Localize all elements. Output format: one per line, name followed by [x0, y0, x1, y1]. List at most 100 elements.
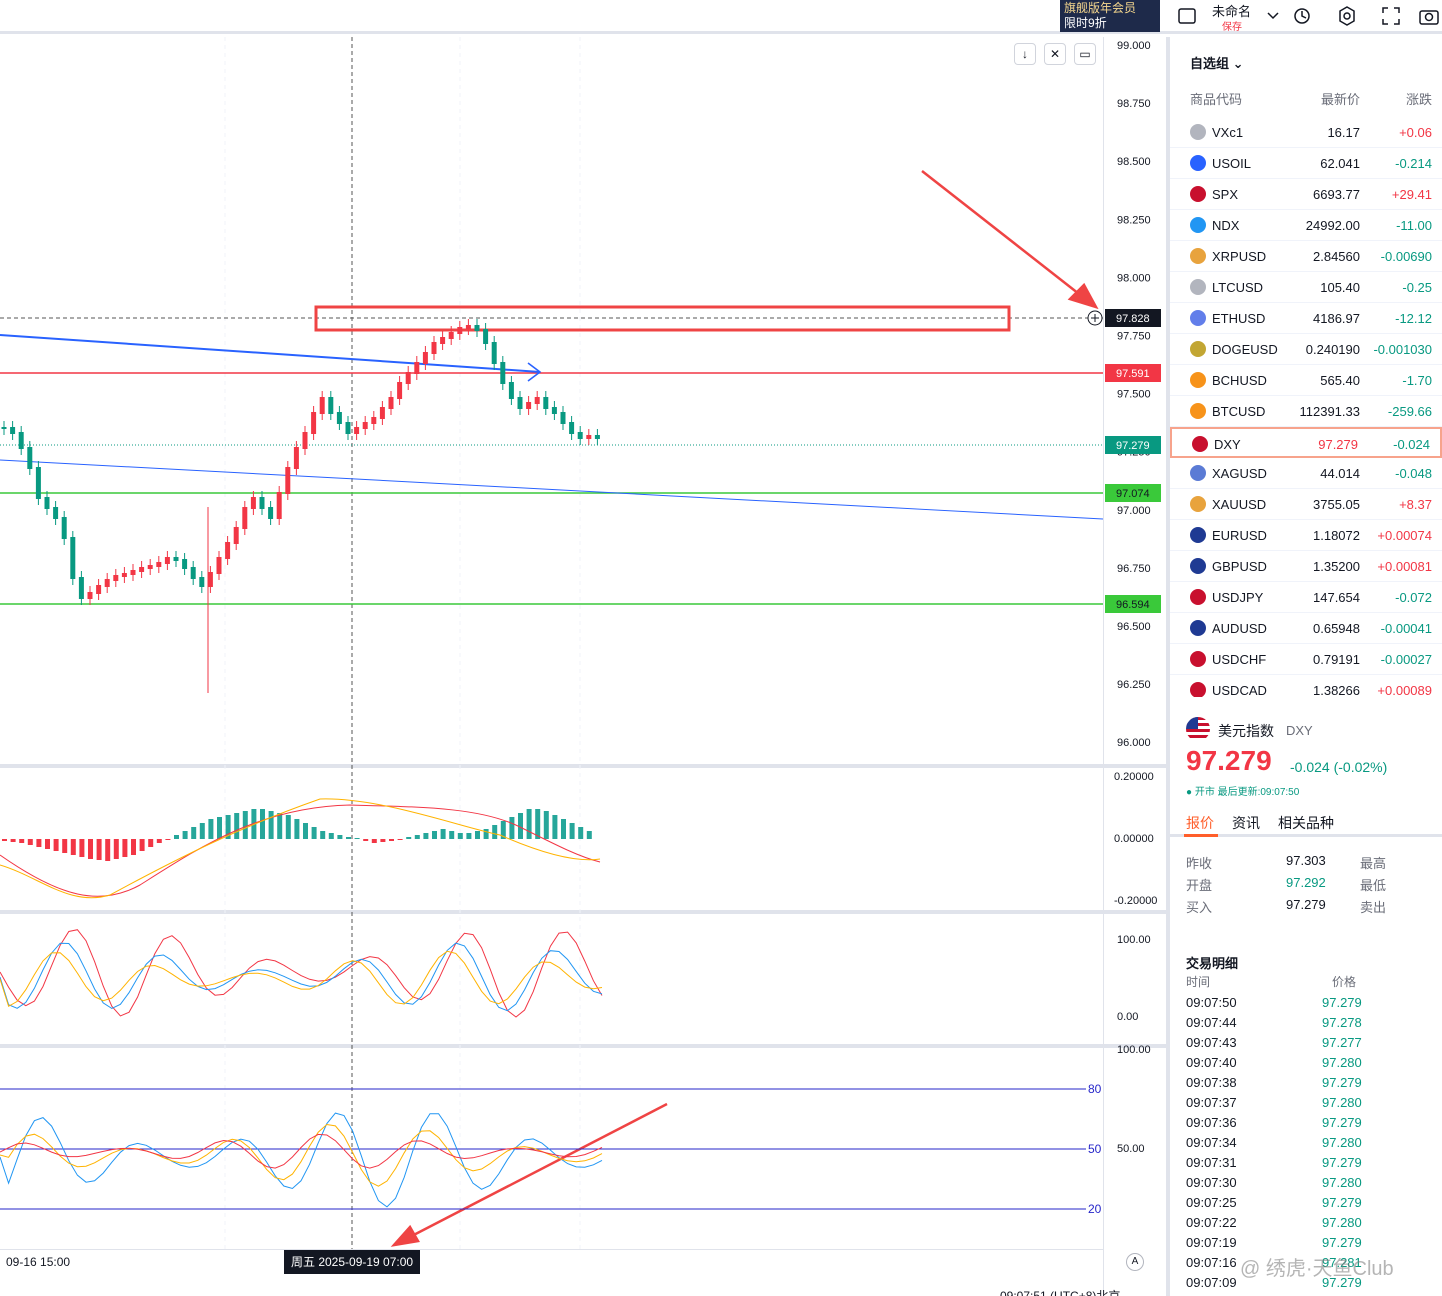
macd-bar: [320, 831, 326, 839]
macd-axis-tick: 0.20000: [1114, 771, 1154, 783]
tab-related[interactable]: 相关品种: [1278, 815, 1334, 831]
layout-name[interactable]: 未命名: [1212, 4, 1252, 19]
macd-bar: [423, 833, 429, 839]
trade-time: 09:07:43: [1186, 1035, 1237, 1050]
macd-bar: [19, 839, 25, 843]
trade-row: 09:07:30 97.280: [1170, 1173, 1442, 1193]
chart-area[interactable]: 99.000 98.750 98.500 98.250 98.000 97.750 97.5…: [0, 37, 1166, 1296]
trades-col-price: 价格: [1332, 975, 1357, 989]
macd-bar: [260, 809, 265, 839]
fullscreen-icon[interactable]: [1378, 4, 1404, 28]
watchlist-row[interactable]: USDCHF 0.79191 -0.00027: [1170, 644, 1442, 675]
last-price: 112391.33: [1299, 404, 1361, 419]
macd-bar: [88, 839, 93, 859]
alert-clock-icon[interactable]: [1290, 4, 1316, 28]
price-tag-red-level: 97.591: [1116, 368, 1150, 380]
trade-row: 09:07:36 97.279: [1170, 1113, 1442, 1133]
last-price: 565.40: [1320, 373, 1360, 388]
price-change: -0.00690: [1380, 249, 1432, 264]
candle-body: [422, 352, 428, 364]
trade-row: 09:07:16 97.281: [1170, 1253, 1442, 1273]
watchlist-row[interactable]: SPX 6693.77 +29.41: [1170, 179, 1442, 210]
active-tab-indicator: [1184, 834, 1218, 837]
watchlist-row[interactable]: USDCAD 1.38266 +0.00089: [1170, 675, 1442, 697]
scroll-down-icon[interactable]: ↓: [1014, 43, 1036, 65]
macd-bar: [148, 839, 154, 847]
macd-bar: [354, 838, 360, 839]
candle-body: [543, 397, 549, 409]
candle-body: [44, 497, 50, 509]
symbol-icon: [1192, 436, 1208, 452]
price-change: -0.001030: [1373, 342, 1432, 357]
candle-body: [207, 572, 213, 587]
stat-label: 开盘: [1186, 878, 1213, 893]
watchlist-row[interactable]: DXY 97.279 -0.024: [1170, 427, 1442, 458]
trade-row: 09:07:38 97.279: [1170, 1073, 1442, 1093]
macd-axis-tick: 0.00000: [1114, 833, 1154, 845]
auto-scale-button[interactable]: A: [1126, 1253, 1144, 1271]
watchlist-row[interactable]: XRPUSD 2.84560 -0.00690: [1170, 241, 1442, 272]
price-tag-green-2: 96.594: [1116, 599, 1150, 611]
restore-pane-icon[interactable]: ▭: [1074, 43, 1096, 65]
trade-time: 09:07:25: [1186, 1195, 1237, 1210]
watchlist-row[interactable]: BCHUSD 565.40 -1.70: [1170, 365, 1442, 396]
price-axis-tick: 98.250: [1117, 214, 1151, 226]
price-change: -11.00: [1396, 218, 1432, 233]
macd-bar: [311, 827, 317, 839]
symbol-name: USDCHF: [1212, 652, 1267, 667]
watchlist-row[interactable]: NDX 24992.00 -11.00: [1170, 210, 1442, 241]
watchlist-row[interactable]: DOGEUSD 0.240190 -0.001030: [1170, 334, 1442, 365]
last-price: 1.38266: [1313, 683, 1360, 697]
macd-bar: [62, 839, 68, 853]
watchlist-row[interactable]: EURUSD 1.18072 +0.00074: [1170, 520, 1442, 551]
watchlist-row[interactable]: XAUUSD 3755.05 +8.37: [1170, 489, 1442, 520]
candle-body: [474, 325, 480, 331]
candle-body: [130, 570, 136, 575]
watchlist-row[interactable]: ETHUSD 4186.97 -12.12: [1170, 303, 1442, 334]
trade-price: 97.280: [1322, 1055, 1362, 1070]
column-last[interactable]: 最新价: [1320, 92, 1360, 107]
watchlist-row[interactable]: USDJPY 147.654 -0.072: [1170, 582, 1442, 613]
tab-news[interactable]: 资讯: [1232, 815, 1260, 831]
collapse-pane-icon[interactable]: ✕: [1044, 43, 1066, 65]
symbol-icon: [1190, 403, 1206, 419]
watchlist-title[interactable]: 自选组 ⌄: [1190, 56, 1244, 71]
price-axis-tick: 97.500: [1117, 389, 1151, 401]
clock-timezone[interactable]: 09:07:51 (UTC+8)北京: [1000, 1289, 1121, 1296]
symbol-icon: [1190, 558, 1206, 574]
rsi-level-label: 80: [1088, 1082, 1102, 1096]
candle-body: [268, 507, 274, 519]
candle-body: [379, 407, 385, 419]
candle-body: [87, 592, 93, 599]
trade-time: 09:07:50: [1186, 995, 1237, 1010]
column-change[interactable]: 涨跌: [1405, 92, 1432, 107]
layout-square-icon[interactable]: [1174, 4, 1200, 28]
watchlist-row[interactable]: AUDUSD 0.65948 -0.00041: [1170, 613, 1442, 644]
rsi-slow-line: [0, 1133, 603, 1169]
watchlist-row[interactable]: BTCUSD 112391.33 -259.66: [1170, 396, 1442, 427]
trade-row: 09:07:22 97.280: [1170, 1213, 1442, 1233]
watchlist-row[interactable]: VXc1 16.17 +0.06: [1170, 117, 1442, 148]
settings-gear-icon[interactable]: [1334, 4, 1360, 28]
watchlist-row[interactable]: GBPUSD 1.35200 +0.00081: [1170, 551, 1442, 582]
tab-quote[interactable]: 报价: [1186, 815, 1214, 831]
candle-body: [199, 577, 205, 587]
watchlist-row[interactable]: LTCUSD 105.40 -0.25: [1170, 272, 1442, 303]
candle-body: [113, 575, 119, 581]
trade-row: 09:07:19 97.279: [1170, 1233, 1442, 1253]
chevron-down-icon[interactable]: [1260, 4, 1286, 28]
candle-body: [560, 412, 566, 424]
symbol-icon: [1190, 186, 1206, 202]
column-symbol[interactable]: 商品代码: [1190, 92, 1243, 107]
last-price: 105.40: [1320, 280, 1360, 295]
camera-icon[interactable]: [1416, 4, 1442, 28]
watchlist-row[interactable]: XAGUSD 44.014 -0.048: [1170, 458, 1442, 489]
promo-banner[interactable]: 旗舰版年会员 限时9折: [1060, 0, 1160, 32]
last-price: 147.654: [1313, 590, 1360, 605]
candle-body: [190, 567, 196, 579]
watchlist-row[interactable]: USOIL 62.041 -0.214: [1170, 148, 1442, 179]
macd-bar: [285, 815, 291, 839]
chart-canvas[interactable]: 99.000 98.750 98.500 98.250 98.000 97.750 97.5…: [0, 37, 1166, 1296]
stat-value: 97.303: [1286, 853, 1326, 868]
